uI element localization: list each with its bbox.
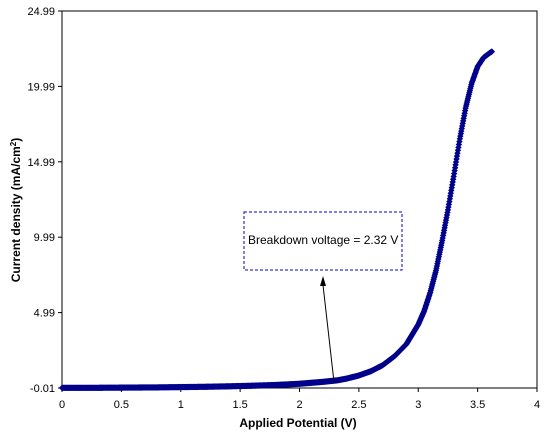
y-axis-title-close: ) xyxy=(9,138,23,142)
x-tick-label: 2.5 xyxy=(351,399,366,411)
x-tick-label: 2 xyxy=(296,399,302,411)
plot-area xyxy=(61,10,538,389)
annotation-text: Breakdown voltage = 2.32 V xyxy=(248,233,398,247)
data-point xyxy=(450,173,457,180)
annotation-arrowhead xyxy=(320,276,326,286)
data-point xyxy=(452,161,459,169)
x-tick-label: 3 xyxy=(415,399,421,411)
annotation-arrow xyxy=(322,284,335,383)
y-ticks: -0.01 4.99 9.99 14.99 19.99 24.99 xyxy=(27,6,62,395)
x-tick-label: 3.5 xyxy=(470,399,485,411)
x-axis-title: Applied Potential (V) xyxy=(239,416,356,430)
data-points xyxy=(58,48,496,392)
data-point xyxy=(454,150,461,157)
y-tick-label: -0.01 xyxy=(30,383,55,395)
data-point xyxy=(444,206,452,214)
data-point xyxy=(447,192,454,200)
x-tick-label: 0 xyxy=(59,399,65,411)
x-ticks: 0 0.5 1 1.5 2 2.5 3 3.5 4 xyxy=(59,388,540,411)
x-tick-label: 1 xyxy=(178,399,184,411)
y-axis-title-sup: 2 xyxy=(9,141,18,146)
data-point xyxy=(488,48,496,55)
y-tick-label: 9.99 xyxy=(34,232,55,244)
y-axis-title-main: Current density (mA/cm xyxy=(9,146,23,282)
y-tick-label: 19.99 xyxy=(27,81,55,93)
y-tick-label: 24.99 xyxy=(27,6,55,18)
y-axis-title: Current density (mA/cm2) xyxy=(9,138,23,282)
x-tick-label: 4 xyxy=(534,399,540,411)
y-tick-label: 14.99 xyxy=(27,157,55,169)
y-tick-label: 4.99 xyxy=(34,308,55,320)
x-tick-label: 0.5 xyxy=(114,399,129,411)
annotation-box xyxy=(243,211,403,271)
x-tick-label: 1.5 xyxy=(232,399,247,411)
